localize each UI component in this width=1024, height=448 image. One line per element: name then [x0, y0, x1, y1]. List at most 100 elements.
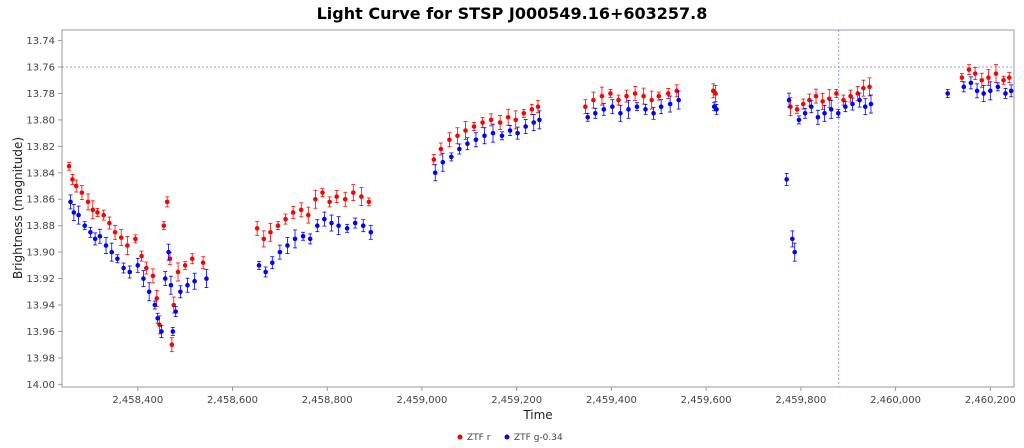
data-point: [945, 91, 950, 96]
data-point: [182, 263, 188, 268]
data-point: [624, 93, 629, 99]
data-point: [359, 194, 364, 199]
data-point: [643, 107, 648, 112]
data-point: [109, 249, 115, 255]
data-point: [1003, 91, 1008, 96]
data-point: [482, 133, 487, 139]
data-point: [820, 99, 825, 104]
chart-title: Light Curve for STSP J000549.16+603257.8: [317, 4, 708, 23]
data-point: [290, 210, 296, 215]
y-tick-label: 13.74: [26, 36, 55, 47]
data-point: [667, 101, 673, 107]
data-point: [432, 170, 438, 176]
data-point: [285, 243, 290, 248]
data-point: [159, 329, 164, 334]
data-point: [125, 243, 130, 248]
data-point: [112, 230, 118, 235]
data-point: [796, 117, 802, 123]
data-point: [861, 85, 866, 91]
data-point: [480, 120, 485, 125]
data-point: [92, 236, 98, 242]
data-point: [73, 183, 79, 189]
data-point: [79, 190, 85, 195]
data-point: [713, 91, 718, 96]
data-point: [986, 75, 991, 80]
data-point: [813, 93, 819, 99]
data-point: [82, 223, 88, 228]
legend-label-ztf-r: ZTF r: [467, 433, 491, 443]
data-point: [862, 104, 868, 109]
data-point: [121, 265, 126, 271]
data-point: [313, 196, 318, 202]
x-axis: 2,458,400 2,458,600 2,458,800 2,459,000 2,45…: [112, 387, 1016, 406]
data-point: [169, 342, 175, 347]
data-series: [66, 64, 1014, 353]
data-point: [261, 236, 267, 242]
x-tick-label: 2,460,000: [870, 395, 921, 406]
data-point: [632, 91, 638, 96]
data-point: [979, 77, 985, 83]
data-point: [471, 124, 477, 129]
reference-lines: [62, 30, 1014, 387]
data-point: [360, 223, 366, 228]
data-point: [314, 223, 320, 228]
data-point: [88, 230, 93, 235]
x-tick-label: 2,458,400: [112, 395, 163, 406]
data-point: [626, 107, 631, 112]
data-point: [366, 199, 372, 205]
x-tick-label: 2,459,400: [586, 395, 637, 406]
data-point: [204, 276, 209, 281]
data-point: [834, 91, 839, 96]
y-tick-label: 13.86: [26, 195, 55, 206]
data-point: [981, 91, 986, 96]
data-point: [651, 111, 656, 116]
data-point: [277, 249, 283, 255]
data-point: [178, 289, 183, 295]
data-point: [786, 97, 792, 103]
data-point: [656, 93, 662, 99]
data-point: [170, 329, 176, 334]
data-point: [171, 302, 177, 308]
data-point: [139, 253, 144, 259]
data-point: [256, 263, 262, 268]
data-point: [300, 233, 306, 239]
data-point: [714, 107, 719, 112]
data-point: [966, 67, 972, 72]
data-point: [154, 296, 160, 301]
data-point: [97, 233, 103, 239]
data-point: [150, 273, 156, 279]
data-point: [350, 190, 356, 195]
y-axis-label: Brightness (magnitude): [11, 137, 25, 279]
data-point: [531, 120, 537, 125]
x-tick-label: 2,458,800: [302, 395, 353, 406]
data-point: [515, 130, 520, 136]
data-point: [431, 157, 437, 162]
data-point: [610, 104, 615, 109]
data-point: [968, 80, 974, 86]
data-point: [601, 107, 607, 112]
data-point: [822, 111, 827, 116]
data-point: [463, 128, 468, 133]
data-point: [135, 263, 141, 268]
data-point: [784, 177, 789, 182]
data-point: [127, 269, 133, 275]
data-point: [497, 120, 503, 125]
data-point: [616, 97, 621, 103]
data-point: [505, 114, 511, 120]
data-point: [972, 71, 978, 76]
data-point: [141, 276, 146, 281]
data-point: [1001, 77, 1006, 83]
data-point: [90, 207, 96, 213]
y-tick-label: 13.84: [26, 168, 55, 179]
data-point: [868, 101, 874, 107]
y-tick-label: 13.88: [26, 221, 55, 232]
data-point: [352, 220, 358, 226]
data-point: [157, 322, 162, 328]
x-tick-label: 2,458,600: [207, 395, 258, 406]
data-point: [103, 243, 109, 248]
data-point: [649, 97, 654, 103]
data-point: [71, 210, 77, 215]
data-point: [641, 93, 646, 99]
data-point: [292, 236, 298, 242]
